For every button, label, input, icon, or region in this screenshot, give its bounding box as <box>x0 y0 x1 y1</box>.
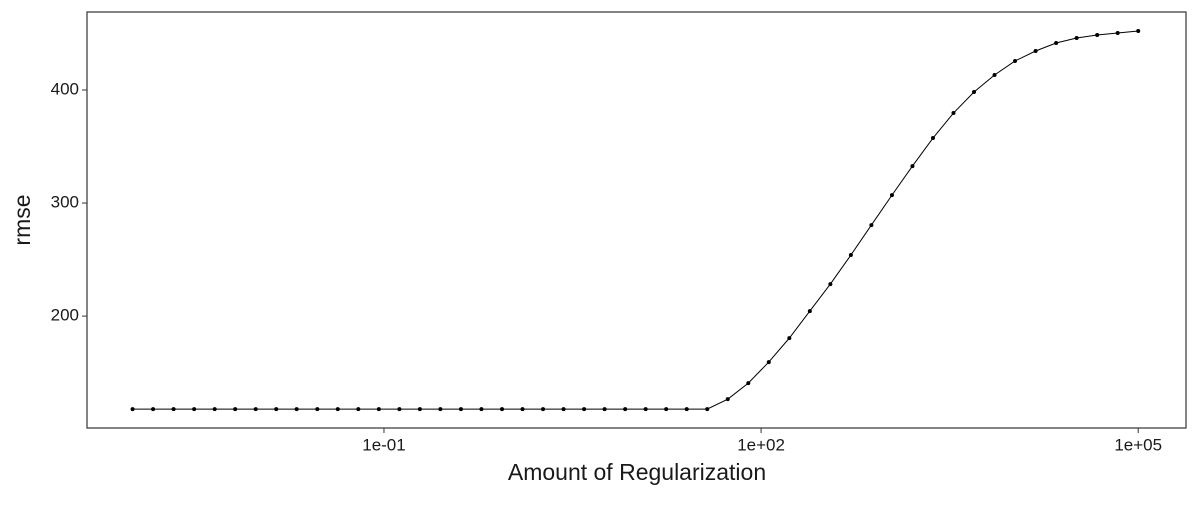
y-tick-label: 300 <box>51 193 79 212</box>
point <box>889 193 894 198</box>
point <box>294 407 299 412</box>
point <box>869 223 874 228</box>
point <box>623 407 628 412</box>
point <box>972 90 977 95</box>
point <box>807 309 812 314</box>
point <box>1033 49 1038 53</box>
point <box>1013 58 1018 63</box>
x-tick-label: 1e+05 <box>1114 435 1162 454</box>
x-tick-label: 1e+02 <box>737 435 785 454</box>
x-tick-label: 1e-01 <box>362 435 405 454</box>
point <box>151 407 156 412</box>
line <box>132 30 1139 410</box>
point <box>1136 28 1141 33</box>
x-axis-title: Amount of Regularization <box>508 459 766 485</box>
y-tick-label: 200 <box>51 306 79 325</box>
plot-panel <box>86 11 1187 429</box>
y-axis-title: rmse <box>9 194 35 245</box>
point <box>541 407 546 412</box>
point <box>479 407 484 412</box>
point <box>643 407 648 412</box>
point <box>335 407 340 412</box>
point <box>992 72 997 77</box>
point <box>664 407 669 412</box>
y-tick-label: 400 <box>51 79 79 98</box>
point <box>725 397 730 402</box>
point <box>746 381 751 386</box>
point <box>848 253 853 258</box>
point <box>1054 40 1059 45</box>
point <box>684 407 689 412</box>
point <box>561 407 566 412</box>
point <box>376 407 381 412</box>
point <box>766 360 771 365</box>
point <box>910 164 915 169</box>
point <box>417 407 422 412</box>
point <box>787 336 792 341</box>
point <box>1074 36 1079 40</box>
point <box>1115 31 1120 36</box>
point <box>458 407 463 412</box>
point <box>171 407 176 412</box>
point <box>212 407 217 412</box>
point <box>130 407 135 412</box>
point <box>274 407 279 412</box>
point <box>1095 32 1100 37</box>
point <box>951 111 956 116</box>
point <box>356 407 361 412</box>
point <box>315 407 320 412</box>
point <box>828 282 833 287</box>
point <box>930 136 935 141</box>
point <box>253 407 258 412</box>
point <box>438 407 443 412</box>
point <box>397 407 402 412</box>
point <box>500 407 505 412</box>
point <box>233 407 238 412</box>
point <box>192 407 197 412</box>
point <box>705 407 710 412</box>
point <box>582 407 587 412</box>
point <box>520 407 525 412</box>
point <box>602 407 607 412</box>
